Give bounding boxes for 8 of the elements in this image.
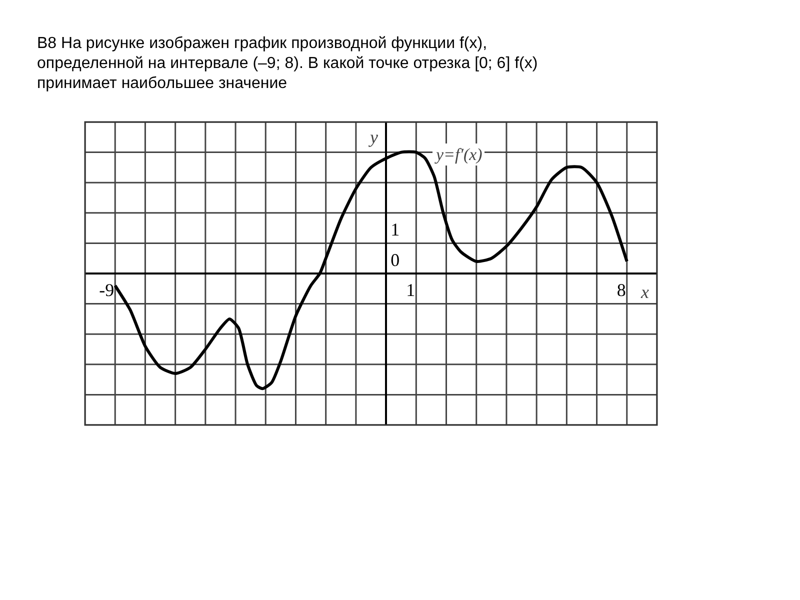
x-tick-label: 8 [616,280,626,300]
annotation: y=f′(x) [434,145,483,164]
chart-title: B8 На рисунке изображен график производной функции f(x), определенной на интервале (–9; 8). В какой точке отрезка [0; 6] f(x) принимает наибольшее значение [37,34,539,94]
x-axis-title: x [640,282,649,302]
x-tick-label: 1 [406,280,416,300]
y-axis-title: y [368,127,378,147]
y-tick-label: 0 [390,250,400,270]
x-tick-label: -9 [99,280,114,300]
